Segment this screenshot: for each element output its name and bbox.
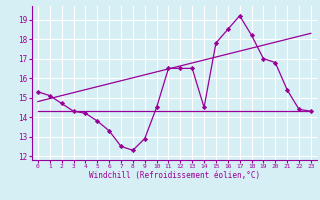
X-axis label: Windchill (Refroidissement éolien,°C): Windchill (Refroidissement éolien,°C) — [89, 171, 260, 180]
